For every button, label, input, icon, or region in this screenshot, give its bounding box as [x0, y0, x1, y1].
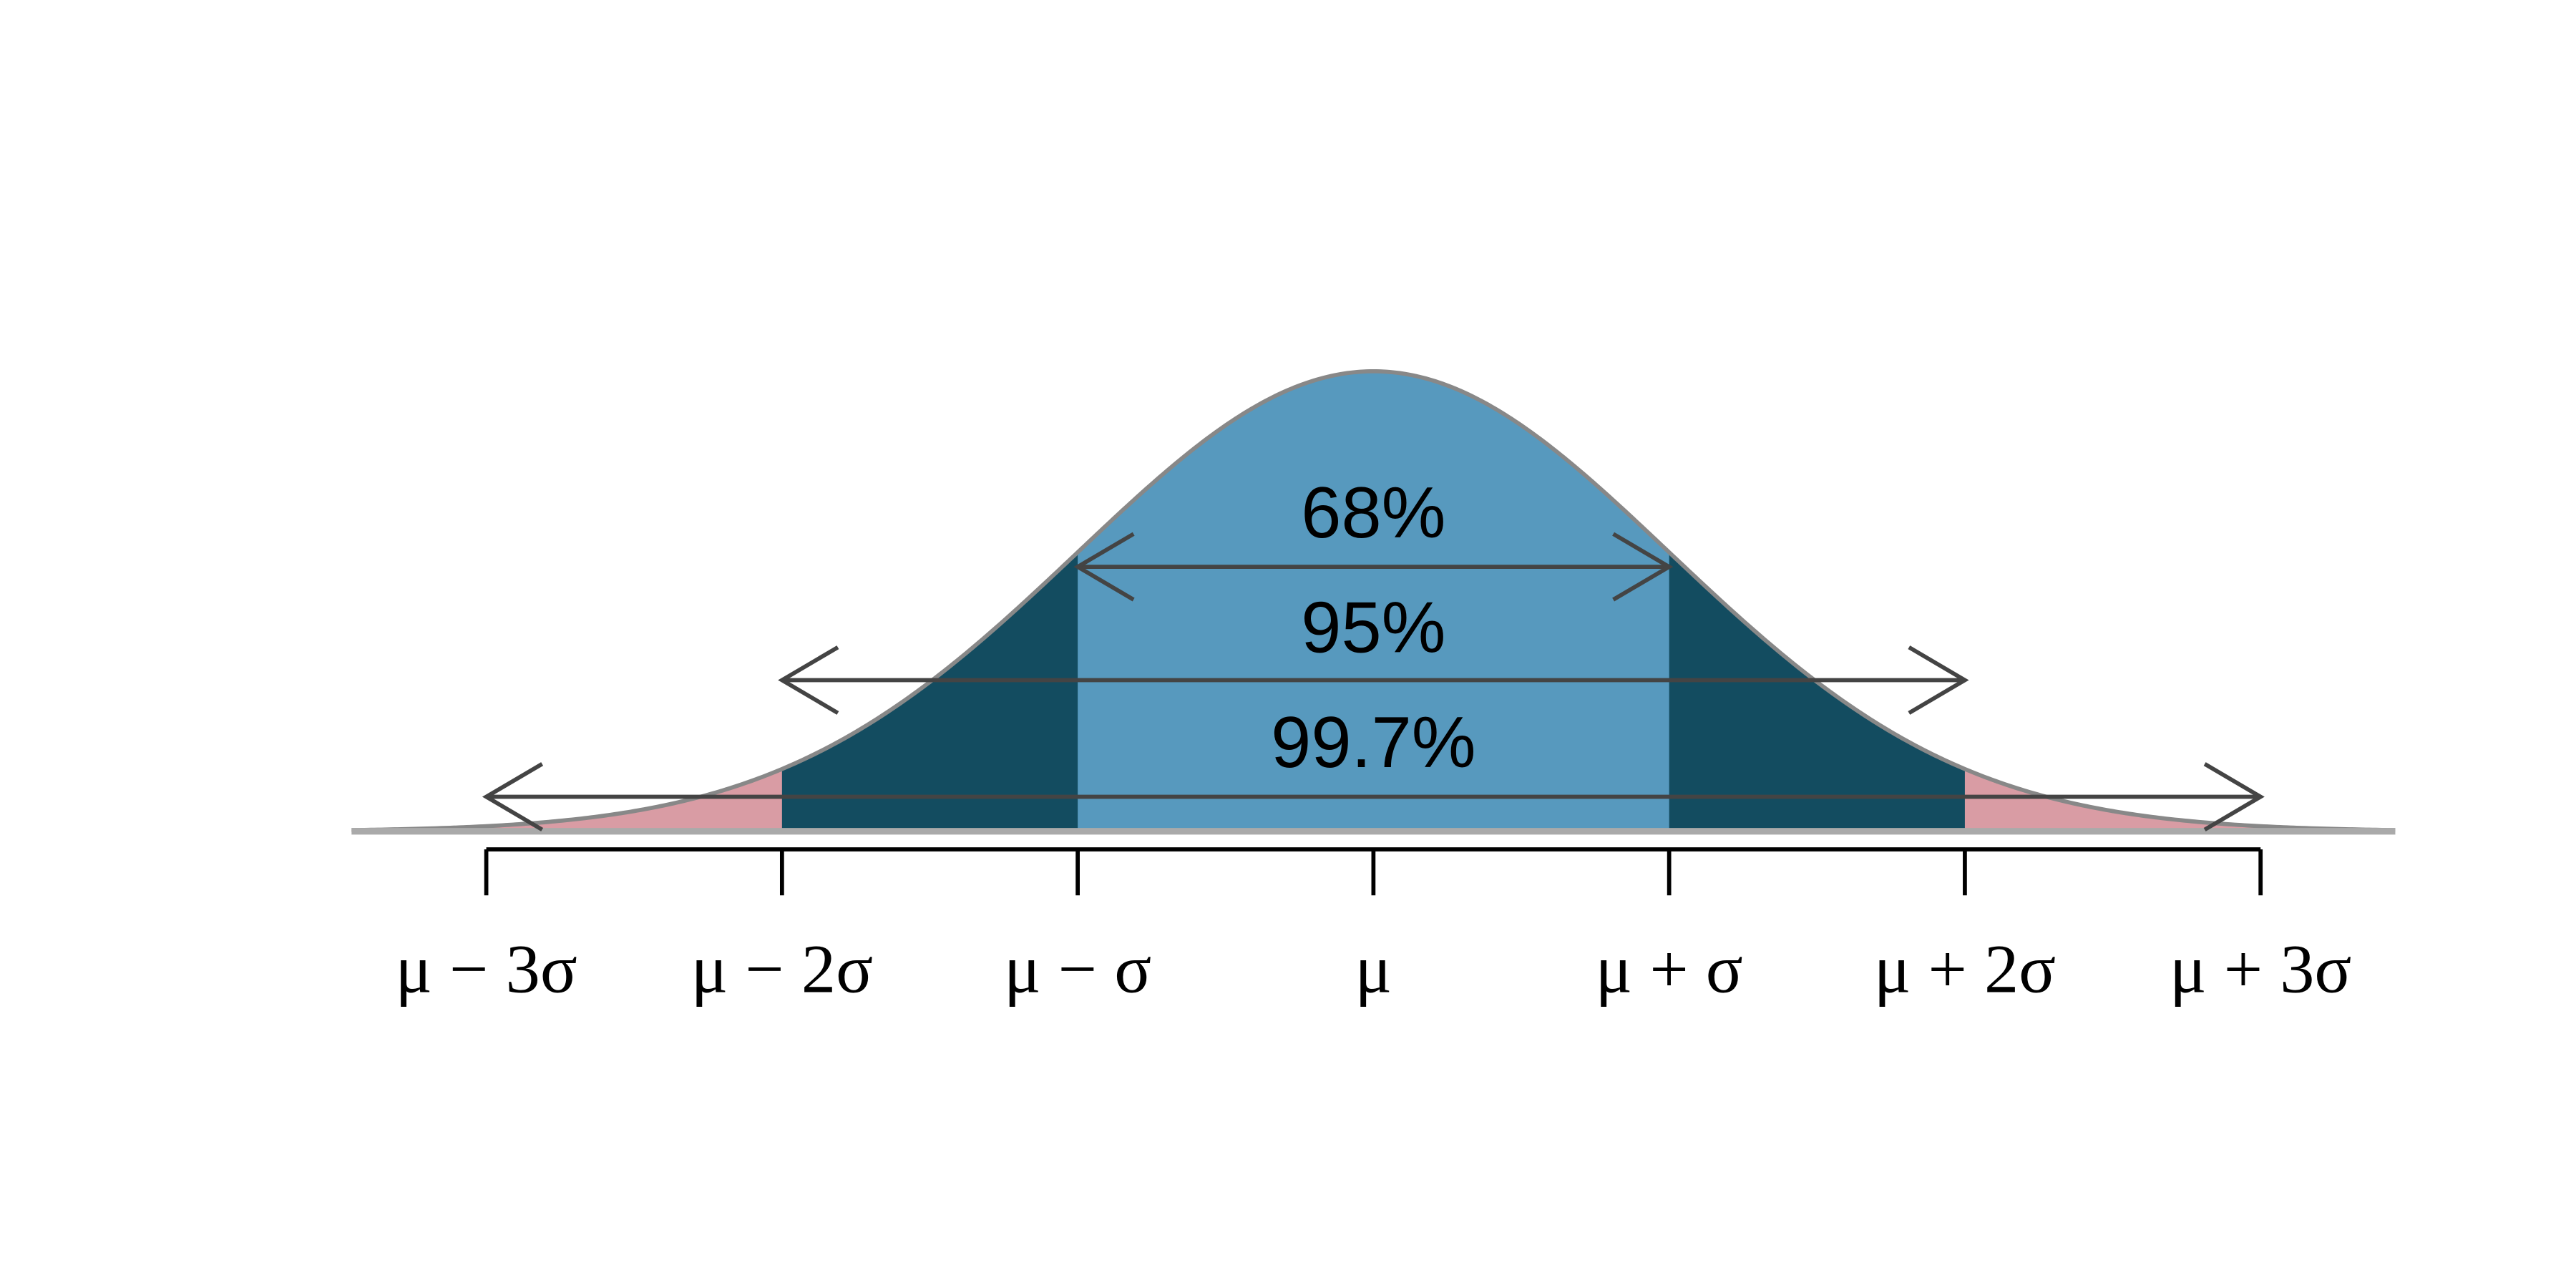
axis-label: μ − 3σ	[395, 931, 577, 1008]
sigma-axis	[484, 847, 2263, 896]
arrow-head	[778, 645, 839, 715]
arrow-head	[1073, 532, 1135, 602]
axis-label: μ + 3σ	[2170, 931, 2351, 1008]
arrow-head	[1908, 645, 1969, 715]
axis-label: μ + 2σ	[1874, 931, 2056, 1008]
axis-label: μ	[1355, 931, 1392, 1008]
range-label: 68%	[1301, 473, 1445, 553]
region-1sd	[1078, 371, 1669, 831]
range-label: 99.7%	[1271, 703, 1475, 783]
arrow-head	[2203, 762, 2265, 831]
axis-label: μ − 2σ	[691, 931, 873, 1008]
range-arrows	[482, 532, 2265, 831]
axis-label: μ − σ	[1004, 931, 1151, 1008]
arrow-head	[1612, 532, 1674, 602]
axis-label: μ + σ	[1596, 931, 1743, 1008]
arrow-head	[482, 762, 544, 831]
density-curve	[351, 369, 2396, 832]
range-label: 95%	[1301, 587, 1445, 668]
